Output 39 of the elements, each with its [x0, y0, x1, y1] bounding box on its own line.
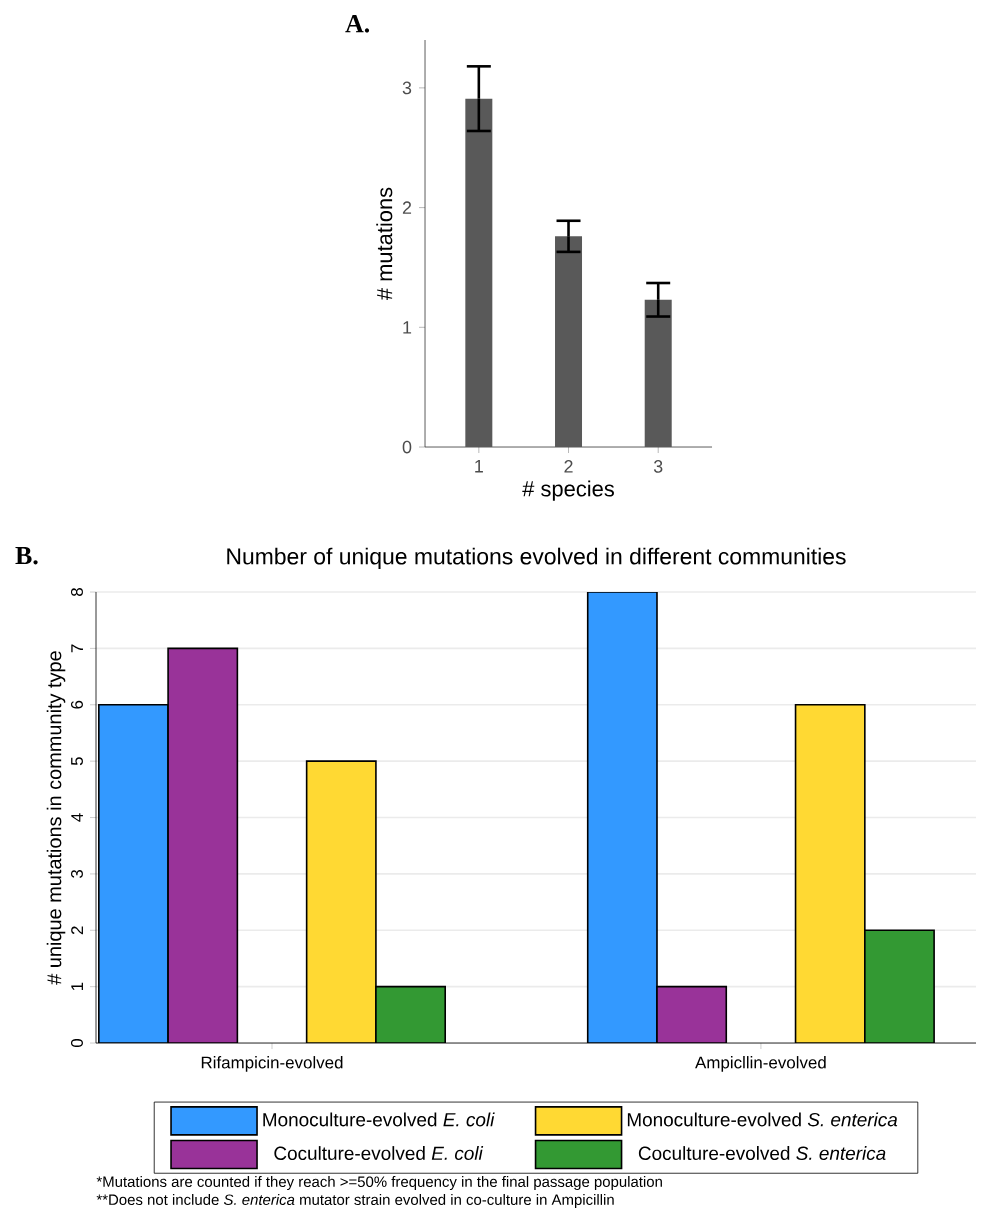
x-tick-label: 3	[653, 460, 663, 473]
y-axis-title: # unique mutations in community type	[46, 651, 66, 985]
legend-label: Monoculture-evolved E. coli	[263, 1112, 495, 1127]
legend-label: Monoculture-evolved S. enterica	[627, 1112, 898, 1127]
y-tick-label: 8	[70, 588, 83, 596]
y-tick-label: 0	[402, 440, 412, 454]
y-tick-label: 3	[70, 869, 83, 878]
y-tick-label: 3	[402, 81, 412, 95]
x-axis-title: # species	[522, 480, 614, 501]
legend-label: Coculture-evolved S. enterica	[638, 1146, 886, 1161]
text: *Mutations are counted if they reach >=50% frequency in the final passage population	[96, 1176, 662, 1190]
y-tick-label: 2	[402, 201, 412, 214]
y-axis-title: # mutations	[376, 187, 393, 301]
y-tick-label: 0	[70, 1038, 83, 1048]
x-tick-label: Ampicllin-evolved	[695, 1056, 826, 1072]
bar	[465, 98, 493, 448]
bar	[555, 236, 583, 448]
y-tick-label: 6	[70, 700, 83, 709]
x-tick-label: 2	[564, 460, 573, 473]
y-tick-label: 5	[71, 757, 83, 766]
bar	[644, 299, 672, 448]
text: **Does not include S. enterica mutator strain evolved in co-culture in Ampicillin	[96, 1194, 614, 1208]
y-tick-label: 7	[71, 644, 83, 653]
x-tick-label: Rifampicin-evolved	[201, 1056, 343, 1072]
bar	[375, 985, 446, 1044]
bar	[864, 929, 935, 1044]
bar	[656, 985, 728, 1044]
y-tick-label: 1	[71, 982, 83, 991]
legend-label: Coculture-evolved E. coli	[274, 1146, 484, 1161]
chart-title: Number of unique mutations evolved in different communities	[227, 547, 846, 570]
text: B.	[15, 547, 38, 565]
y-tick-label: 1	[403, 321, 412, 334]
text: A.	[345, 15, 370, 33]
y-tick-label: 4	[71, 813, 83, 822]
y-tick-label: 2	[71, 926, 83, 935]
bar	[167, 647, 239, 1044]
bar	[794, 703, 866, 1044]
bar	[305, 760, 377, 1044]
x-tick-label: 1	[475, 460, 483, 473]
